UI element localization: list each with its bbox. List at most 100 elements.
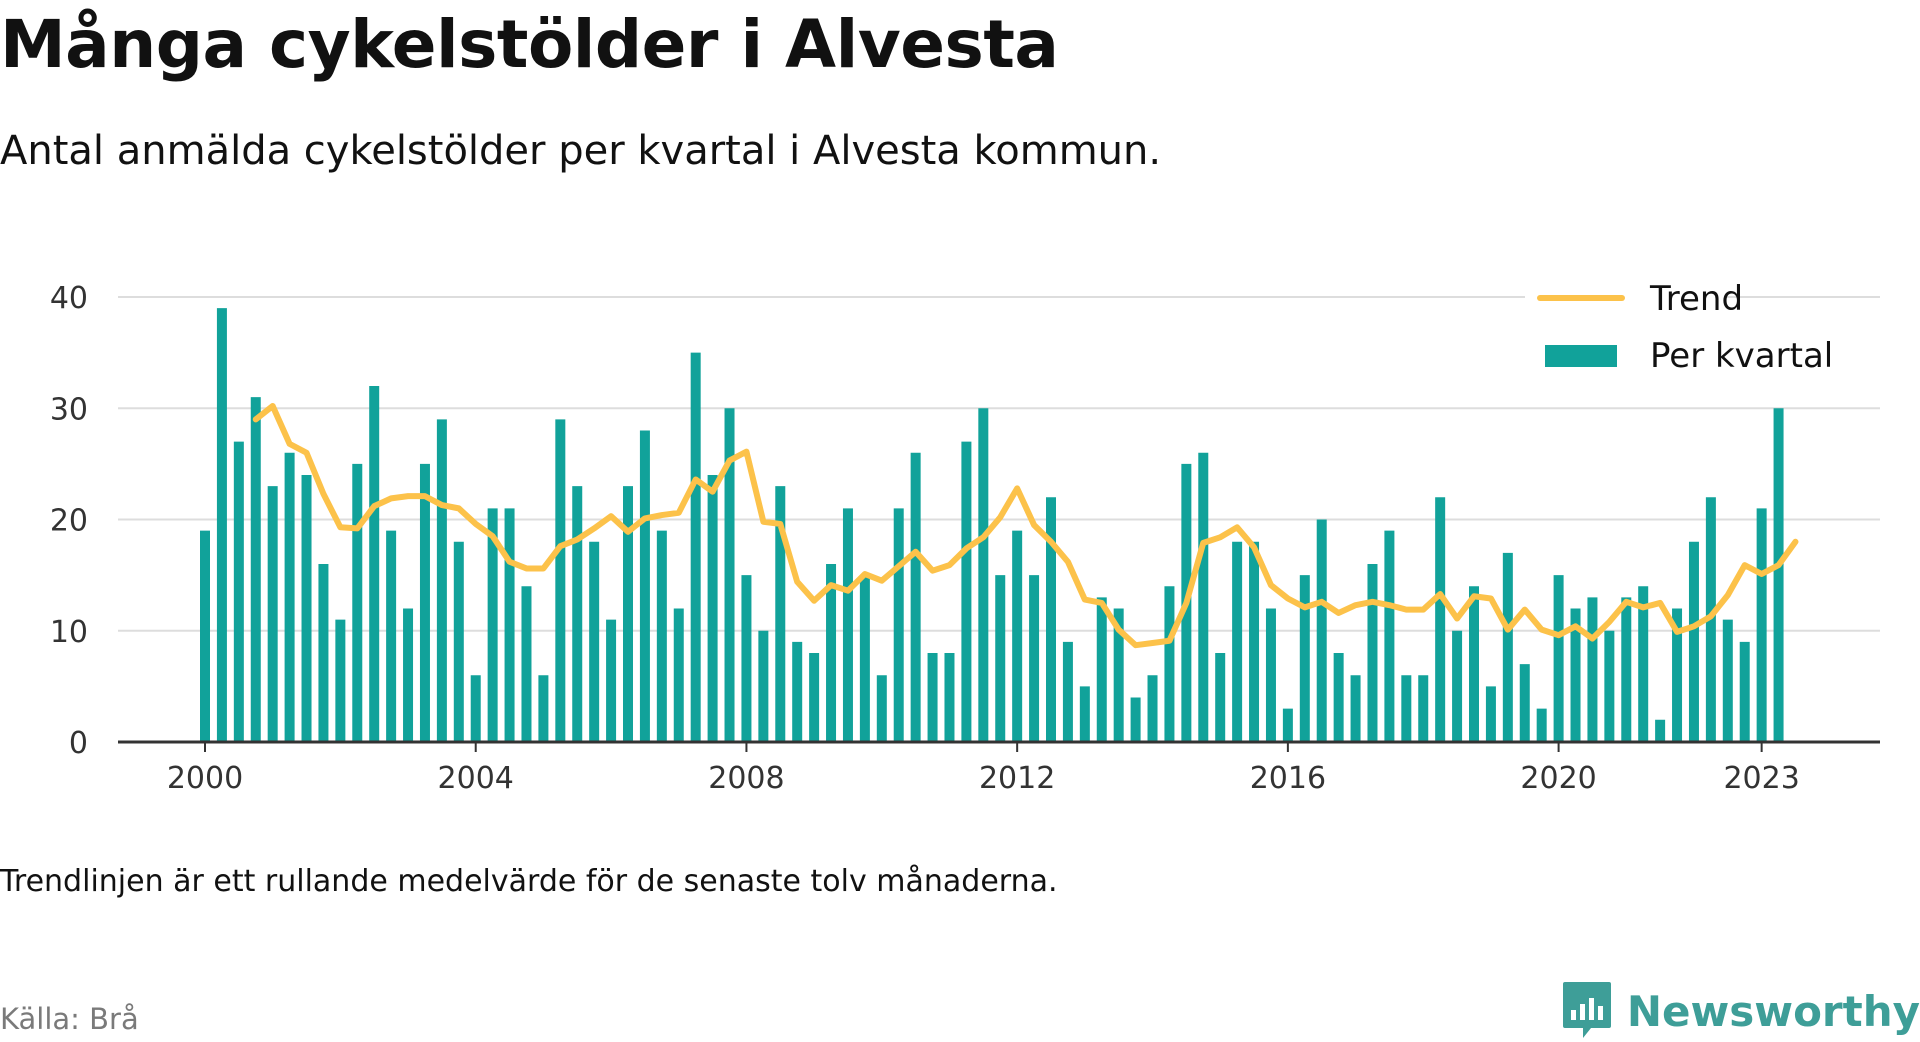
bar bbox=[1418, 675, 1429, 742]
source-label: Källa: Brå bbox=[0, 1002, 139, 1036]
bar bbox=[606, 619, 617, 743]
bar bbox=[1502, 552, 1513, 743]
chart-subtitle: Antal anmälda cykelstölder per kvartal i… bbox=[0, 128, 1162, 174]
bar bbox=[1299, 575, 1310, 743]
bar bbox=[1384, 530, 1395, 743]
bar bbox=[1756, 508, 1767, 743]
y-tick-label: 0 bbox=[69, 726, 88, 761]
bar bbox=[318, 564, 329, 742]
bar bbox=[961, 441, 972, 743]
bar bbox=[1638, 586, 1649, 742]
bar bbox=[200, 530, 210, 743]
bar bbox=[1350, 675, 1361, 742]
bar bbox=[1333, 653, 1344, 742]
bar bbox=[809, 653, 820, 742]
bar bbox=[1401, 675, 1412, 742]
bar bbox=[1147, 675, 1158, 742]
brand-name: Newsworthy bbox=[1626, 986, 1920, 1036]
bar bbox=[893, 508, 904, 743]
bar bbox=[1655, 719, 1666, 742]
bar bbox=[775, 486, 786, 743]
bar bbox=[1096, 597, 1107, 743]
bar bbox=[1232, 541, 1243, 742]
bar bbox=[1367, 564, 1378, 742]
bar bbox=[1164, 586, 1175, 742]
x-tick-label: 2016 bbox=[1250, 761, 1326, 796]
bar bbox=[1604, 630, 1615, 742]
bar bbox=[250, 397, 261, 743]
bar bbox=[1672, 608, 1683, 742]
bar bbox=[572, 486, 583, 743]
y-tick-label: 30 bbox=[50, 392, 88, 427]
bar bbox=[859, 575, 870, 743]
bar bbox=[352, 463, 363, 743]
chart-area: 0 10 20 30 40 2000 2004 2008 2012 2016 2020 2023 T… bbox=[50, 270, 1880, 796]
bar bbox=[521, 586, 532, 742]
bar bbox=[233, 441, 244, 743]
bar bbox=[1688, 541, 1699, 742]
bar bbox=[944, 653, 955, 742]
bar bbox=[453, 541, 464, 742]
bar bbox=[589, 541, 600, 742]
bar bbox=[639, 430, 650, 742]
bar bbox=[1621, 597, 1632, 743]
bar bbox=[1773, 408, 1784, 742]
legend: Trend Per kvartal bbox=[1525, 270, 1833, 380]
bar bbox=[842, 508, 853, 743]
bar bbox=[1570, 608, 1581, 742]
bar bbox=[978, 408, 989, 742]
bar bbox=[1435, 497, 1446, 742]
bar bbox=[1316, 519, 1327, 742]
bar-series bbox=[200, 308, 1784, 743]
bar bbox=[690, 352, 701, 743]
bar bbox=[623, 486, 633, 743]
bar bbox=[284, 452, 295, 742]
bar bbox=[1079, 686, 1090, 743]
bar bbox=[927, 653, 938, 742]
bar bbox=[436, 419, 447, 743]
bar bbox=[470, 675, 481, 742]
bar bbox=[1012, 530, 1023, 743]
x-tick-label: 2020 bbox=[1520, 761, 1596, 796]
bar bbox=[1113, 608, 1124, 742]
bar bbox=[1536, 708, 1547, 743]
y-tick-label: 20 bbox=[50, 504, 88, 539]
brand-logo: Newsworthy bbox=[1561, 980, 1920, 1042]
bar bbox=[1062, 641, 1073, 743]
bar bbox=[419, 463, 430, 743]
bar bbox=[995, 575, 1006, 743]
x-tick-label: 2008 bbox=[708, 761, 784, 796]
trend-line bbox=[252, 403, 1799, 649]
newsworthy-logo-icon bbox=[1562, 982, 1611, 1038]
x-axis-ticks: 2000 2004 2008 2012 2016 2020 2023 bbox=[167, 742, 1800, 796]
bar bbox=[216, 308, 227, 743]
legend-bar-label: Per kvartal bbox=[1650, 336, 1833, 376]
bar bbox=[673, 608, 684, 742]
bar bbox=[403, 608, 414, 742]
bar bbox=[1739, 641, 1750, 743]
bar bbox=[792, 641, 803, 743]
bar bbox=[267, 486, 278, 743]
x-tick-label: 2023 bbox=[1723, 761, 1799, 796]
bar bbox=[1029, 575, 1040, 743]
y-tick-label: 40 bbox=[50, 281, 88, 316]
bar bbox=[741, 575, 752, 743]
bar bbox=[555, 419, 566, 743]
y-tick-label: 10 bbox=[50, 615, 88, 650]
bar bbox=[487, 508, 498, 743]
bar bbox=[1249, 541, 1260, 742]
bar bbox=[1587, 597, 1598, 743]
x-tick-label: 2000 bbox=[167, 761, 243, 796]
bar bbox=[1485, 686, 1496, 743]
bar bbox=[1198, 452, 1209, 742]
bar bbox=[1130, 697, 1141, 742]
bar bbox=[1452, 630, 1463, 742]
bar bbox=[876, 675, 887, 742]
bar bbox=[826, 564, 837, 742]
x-tick-label: 2012 bbox=[979, 761, 1055, 796]
bar bbox=[1215, 653, 1226, 742]
bar bbox=[1469, 586, 1479, 742]
bar bbox=[656, 530, 667, 743]
bar bbox=[1046, 497, 1056, 742]
bar bbox=[707, 475, 718, 742]
